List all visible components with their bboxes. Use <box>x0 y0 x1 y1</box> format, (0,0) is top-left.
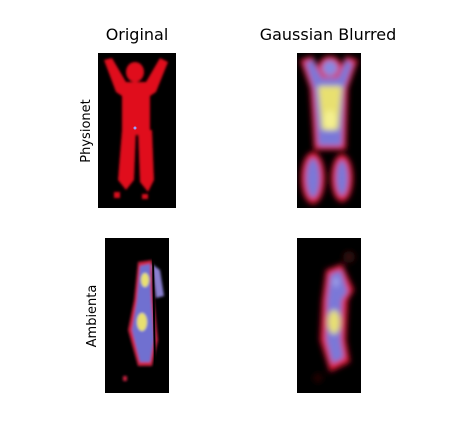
image-blurred-ambienta <box>297 238 361 393</box>
column-title: Gaussian Blurred <box>260 25 397 44</box>
image-blurred-physionet <box>297 53 361 208</box>
image-original-physionet <box>98 53 176 208</box>
column-title: Original <box>106 25 169 44</box>
row-label: Physionet <box>79 99 94 162</box>
image-original-ambienta <box>105 238 169 393</box>
row-label: Ambienta <box>85 285 100 348</box>
